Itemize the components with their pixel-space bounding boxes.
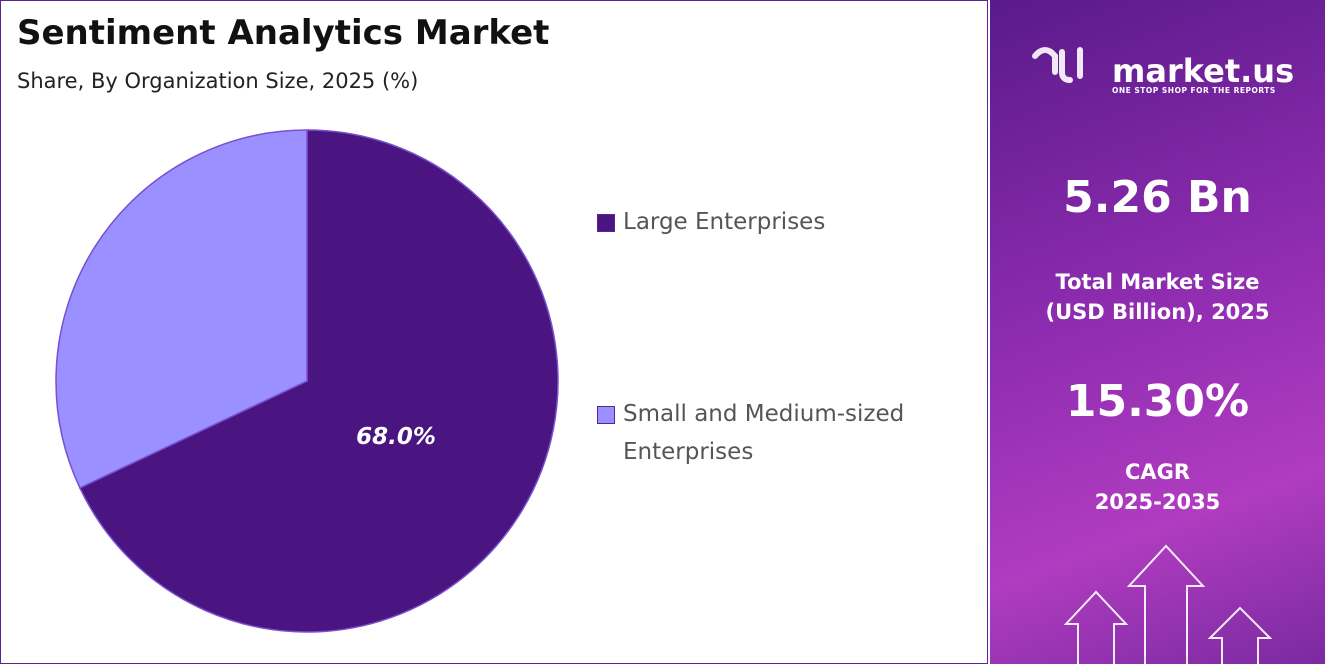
legend-item: Large Enterprises [597, 203, 957, 241]
logo: market.us [1112, 52, 1295, 90]
pie-slice [55, 129, 308, 489]
cagr-label: 2025-2035 [1094, 490, 1221, 514]
summary-panel: market.us ONE STOP SHOP FOR THE REPORTS … [990, 0, 1325, 664]
legend-label: Large Enterprises [623, 209, 826, 235]
data-label: 68.0% [356, 424, 436, 450]
pie-chart: 68.0% [55, 129, 559, 633]
pie-slice [78, 129, 559, 633]
tagline: ONE STOP SHOP FOR THE REPORTS [1112, 86, 1276, 95]
legend-swatch [597, 406, 615, 424]
market-size-label: (USD Billion), 2025 [1045, 300, 1270, 324]
chart-subtitle: Share, By Organization Size, 2025 (%) [17, 69, 419, 93]
legend-label: Small and Medium-sized Enterprises [623, 401, 905, 465]
legend-item: Small and Medium-sized Enterprises [597, 395, 957, 471]
chart-panel: Sentiment Analytics Market Share, By Org… [0, 0, 988, 664]
market-size: 5.26 Bn [1063, 172, 1252, 223]
market-size-label: Total Market Size [1055, 270, 1260, 294]
cagr-label: CAGR [1124, 460, 1191, 484]
decoration [1032, 47, 1273, 664]
chart-title: Sentiment Analytics Market [17, 13, 550, 53]
legend-swatch [597, 214, 615, 232]
cagr: 15.30% [1065, 376, 1250, 427]
